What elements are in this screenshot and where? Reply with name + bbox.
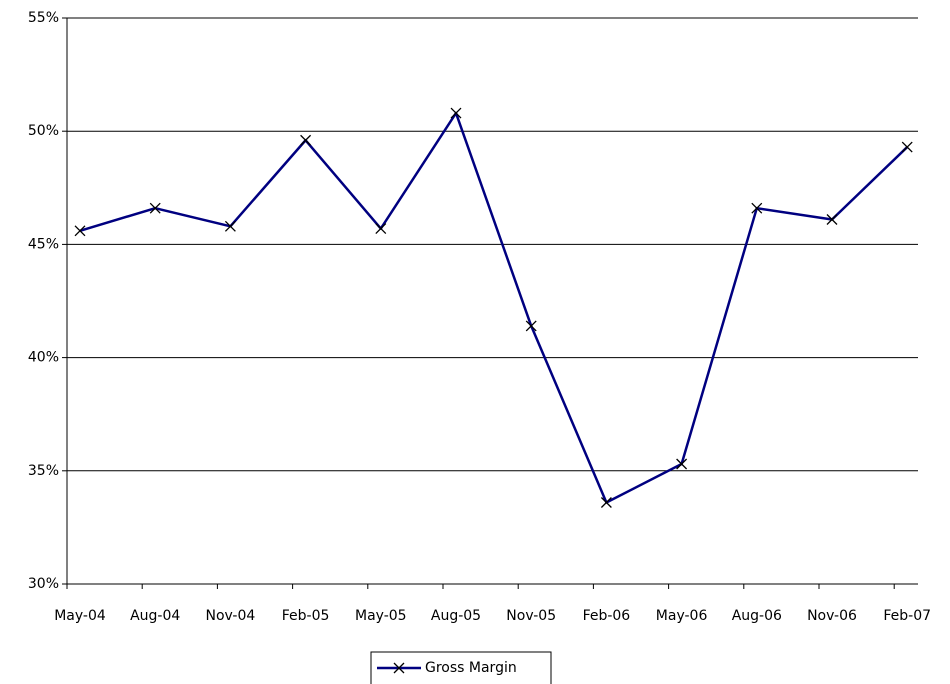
x-tick-label: Aug-05 <box>431 608 481 624</box>
marker <box>676 458 688 470</box>
x-tick-label: Nov-06 <box>807 608 857 624</box>
x-tick-label: Nov-05 <box>506 608 556 624</box>
x-tick-label: Feb-07 <box>883 608 931 624</box>
x-tick-label: May-04 <box>54 608 106 624</box>
marker <box>74 225 86 237</box>
x-tick-label: Aug-06 <box>732 608 782 624</box>
marker <box>375 223 387 235</box>
marker <box>600 497 612 508</box>
x-tick-label: Nov-04 <box>205 608 255 624</box>
marker <box>300 134 312 146</box>
marker <box>224 220 236 232</box>
marker <box>826 214 838 225</box>
x-tick-label: Aug-04 <box>130 608 180 624</box>
marker <box>525 320 537 332</box>
y-tick-label: 35% <box>28 463 59 479</box>
legend-label: Gross Margin <box>425 660 517 676</box>
y-tick-label: 45% <box>28 236 59 252</box>
line <box>79 111 909 504</box>
marker <box>901 141 913 153</box>
x-tick-label: May-06 <box>656 608 708 624</box>
y-tick-label: 40% <box>28 350 59 366</box>
x-tick-label: Feb-06 <box>583 608 631 624</box>
marker <box>450 107 462 119</box>
x-tick-label: Feb-05 <box>282 608 330 624</box>
y-tick-label: 50% <box>28 123 59 139</box>
marker <box>751 202 763 214</box>
marker <box>149 202 161 214</box>
y-tick-label: 30% <box>28 576 59 592</box>
x-tick-label: May-05 <box>355 608 407 624</box>
legend-marker <box>393 662 405 674</box>
y-tick-label: 55% <box>28 10 59 26</box>
